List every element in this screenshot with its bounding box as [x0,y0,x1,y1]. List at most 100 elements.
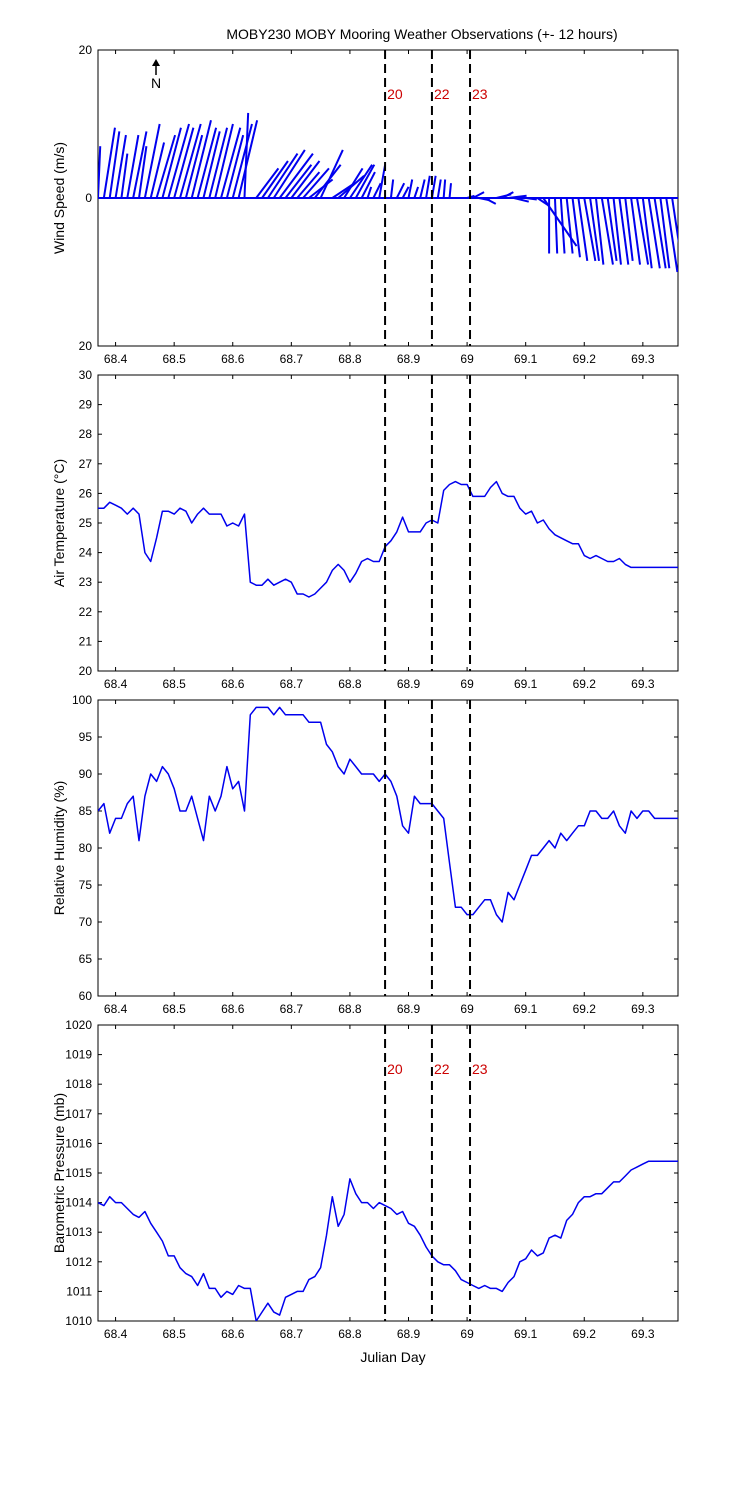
pressure-series-line [98,1160,678,1321]
wind-stick [173,127,195,199]
wind-stick [143,123,161,199]
x-tick-label: 68.7 [280,1327,304,1341]
wind-stick [618,197,630,265]
wind-stick [120,153,129,199]
wind-stick [102,127,116,199]
y-tick-label: 60 [79,989,93,1003]
wind-stick [214,123,234,199]
wind-stick [389,179,395,199]
x-tick-label: 69.3 [631,352,655,366]
wind-stick [594,197,605,265]
y-tick-label: 1012 [65,1255,92,1269]
x-tick-label: 69.1 [514,677,538,691]
north-arrowhead-icon [152,59,160,66]
x-tick-label: 68.6 [221,1002,245,1016]
wind-stick [108,131,121,199]
wind-stick [349,164,373,199]
wind-stick [343,167,364,199]
wind-stick [155,134,177,199]
x-tick-label: 69.1 [514,1327,538,1341]
x-tick-label: 69 [460,677,474,691]
wind-stick [401,186,410,199]
wind-stick [278,153,314,199]
x-tick-label: 68.9 [397,1327,421,1341]
x-tick-label: 68.4 [104,1002,128,1016]
north-indicator: N [151,59,161,91]
wind-stick [525,197,537,201]
x-tick-label: 69 [460,1002,474,1016]
event-marker-label: 23 [472,1061,488,1077]
wind-plot-area [98,112,678,273]
x-tick-label: 69.3 [631,677,655,691]
wind-stick [559,197,566,254]
y-tick-label: 65 [79,952,93,966]
wind-stick [583,197,597,262]
x-tick-label: 69.3 [631,1327,655,1341]
x-tick-label: 68.7 [280,352,304,366]
y-tick-label: 26 [79,486,93,500]
x-tick-label: 69.2 [573,1327,597,1341]
wind-stick [196,127,218,199]
y-tick-label: 80 [79,841,93,855]
wind-stick [237,120,259,199]
y-tick-label: 70 [79,915,93,929]
wind-stick [501,191,514,199]
wind-stick [184,134,204,199]
x-tick-label: 68.9 [397,677,421,691]
x-tick-label: 68.6 [221,352,245,366]
wind-stick [436,179,442,199]
x-tick-label: 68.5 [162,352,186,366]
wind-stick [630,197,642,265]
y-tick-label: 90 [79,767,93,781]
wind-stick [190,120,212,199]
pressure-plot-area [98,1160,678,1321]
y-tick-label: 1014 [65,1196,92,1210]
temperature-series-line [98,480,678,598]
x-tick-label: 68.5 [162,1002,186,1016]
wind-stick [407,179,414,199]
pressure-panel: 68.4 68.5 68.6 68.7 68.8 68.9 69 69.1 69.2 69.3 10… [51,1018,679,1341]
wind-stick [612,197,622,265]
event-marker-label: 20 [387,1061,403,1077]
x-axis-label: Julian Day [360,1349,425,1365]
wind-stick [472,191,485,199]
x-tick-label: 69.3 [631,1002,655,1016]
wind-stick [290,160,321,199]
y-tick-label: 1019 [65,1048,92,1062]
event-marker-label: 22 [434,1061,450,1077]
chart-panels: 68.4 68.5 68.6 68.7 68.8 68.9 69 69.1 69.2 69.3 20… [51,43,679,1341]
wind-stick [243,112,250,199]
y-tick-label: 23 [79,575,93,589]
event-marker-label: 22 [434,86,450,102]
wind-stick [653,197,667,269]
y-tick-label: 1013 [65,1225,92,1239]
wind-stick [179,123,202,199]
x-tick-label: 68.7 [280,1002,304,1016]
y-tick-label: 1011 [66,1284,92,1298]
humidity-panel: 68.4 68.5 68.6 68.7 68.8 68.9 69 69.1 69.2 69.3 60… [51,693,679,1016]
wind-stick [132,131,148,199]
y-tick-label: 30 [79,368,93,382]
humidity-y-label: Relative Humidity (%) [51,781,67,916]
event-marker-label: 23 [472,86,488,102]
y-tick-label: 85 [79,804,93,818]
wind-stick [507,194,527,199]
y-tick-label: 1017 [65,1107,92,1121]
wind-stick [225,134,245,199]
wind-stick [138,146,148,199]
y-tick-label: 0 [85,191,92,205]
x-tick-label: 68.9 [397,1002,421,1016]
x-tick-label: 68.4 [104,677,128,691]
wind-stick [606,197,618,262]
event-marker-label: 20 [387,86,403,102]
x-tick-label: 69.1 [514,1002,538,1016]
x-tick-label: 69 [460,352,474,366]
north-label: N [151,75,161,91]
x-tick-label: 68.4 [104,352,128,366]
wind-stick [553,197,559,254]
wind-stick [641,197,653,269]
wind-stick [442,179,447,199]
x-tick-label: 68.8 [338,677,362,691]
wind-stick [149,142,166,199]
